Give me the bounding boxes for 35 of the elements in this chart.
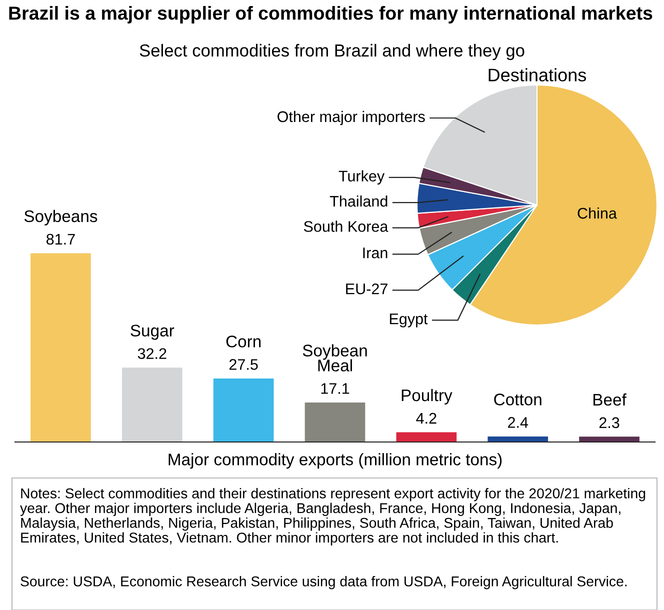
- slice-label: China: [578, 207, 617, 219]
- bar: [122, 368, 182, 442]
- bar: [30, 253, 91, 442]
- bar: [579, 436, 640, 442]
- slice-label: Thailand: [330, 195, 388, 207]
- data-label: 81.7: [46, 234, 75, 245]
- x-tick-label: Cotton: [494, 394, 542, 406]
- x-axis-title: Major commodity exports (million metric tons): [168, 453, 502, 469]
- slice-label: Iran: [363, 248, 388, 258]
- slice-label: Other major importers: [278, 110, 425, 126]
- data-label: 2.3: [599, 417, 620, 428]
- text: Notes: Select commodities and their destinations represent export activity for the 2020/21 marketing year. Other major importers include Algeria, Bangladesh, France, Hong Kong, Indonesia, Japan, Malaysia, Netherlands, Nigeria, Pakistan, Philippines, South Africa, Spain, Taiwan, United Arab Emirates, United States, Vietnam. Other minor importers are not included in this chart.: [20, 488, 646, 546]
- x-tick-label: Corn: [226, 336, 261, 348]
- slice-label: South Korea: [304, 220, 388, 232]
- data-label: 32.2: [138, 348, 166, 360]
- bar: [396, 432, 457, 442]
- slice-label: Turkey: [338, 170, 385, 185]
- chart-title: Destinations: [488, 68, 586, 82]
- bar: [304, 402, 366, 442]
- bar: [213, 378, 274, 442]
- x-tick-label: Poultry: [402, 388, 452, 405]
- data-label: 4.2: [416, 412, 436, 424]
- data-label: 2.4: [508, 417, 528, 428]
- chart-title: Brazil is a major supplier of commodities for many international markets: [9, 6, 652, 24]
- data-label: 17.1: [321, 383, 350, 394]
- slice-label: EU-27: [346, 283, 388, 294]
- data-label: 27.5: [229, 359, 258, 370]
- slice-label: Egypt: [390, 314, 428, 328]
- bar: [488, 436, 548, 442]
- chart-subtitle: Select commodities from Brazil and where they go: [140, 44, 524, 60]
- x-tick-label: Sugar: [130, 324, 174, 340]
- x-tick-label: Beef: [594, 393, 626, 406]
- x-tick-label: Soybeans: [24, 210, 98, 226]
- source-note: Source: USDA, Economic Research Service using data from USDA, Foreign Agricultural Service.: [20, 576, 627, 590]
- x-tick-label: Soybean Meal: [302, 344, 367, 372]
